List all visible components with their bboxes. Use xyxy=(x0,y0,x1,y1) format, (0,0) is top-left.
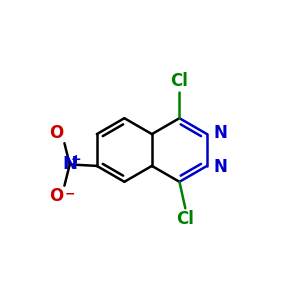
Text: −: − xyxy=(65,187,76,200)
Text: N: N xyxy=(62,155,77,173)
Text: Cl: Cl xyxy=(176,210,194,228)
Text: +: + xyxy=(71,153,82,166)
Text: O: O xyxy=(49,187,63,205)
Text: Cl: Cl xyxy=(170,72,188,90)
Text: N: N xyxy=(214,124,227,142)
Text: O: O xyxy=(49,124,63,142)
Text: N: N xyxy=(214,158,227,176)
